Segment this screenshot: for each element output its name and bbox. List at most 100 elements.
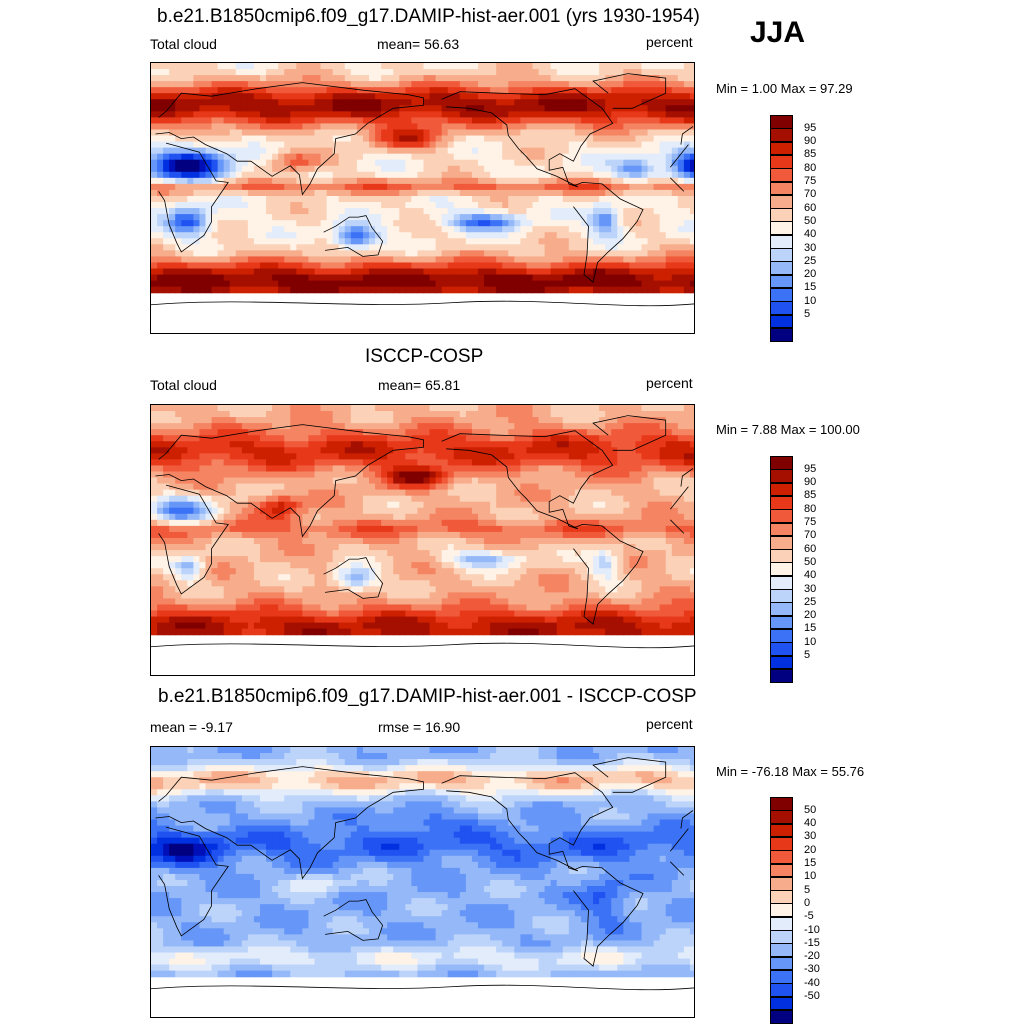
map-cell — [435, 123, 443, 131]
map-cell — [502, 63, 509, 70]
map-cell — [429, 81, 437, 88]
map-cell — [532, 453, 540, 460]
map-cell — [490, 256, 497, 264]
map-cell — [369, 93, 376, 100]
map-cell — [326, 465, 334, 473]
map-cell — [241, 417, 249, 424]
map-cell — [556, 147, 564, 155]
map-cell — [381, 129, 388, 137]
map-cell — [611, 423, 618, 430]
map-cell — [659, 411, 667, 418]
map-cell — [580, 417, 588, 424]
map-cell — [151, 129, 158, 137]
map-cell — [532, 99, 540, 106]
map-cell — [163, 501, 170, 509]
map-cell — [659, 429, 667, 436]
map-cell — [550, 232, 558, 239]
map-cell — [593, 250, 600, 258]
map-cell — [235, 250, 243, 258]
map-cell — [169, 501, 176, 509]
map-cell — [568, 99, 576, 106]
map-cell — [266, 417, 273, 424]
map-cell — [151, 429, 158, 436]
map-cell — [217, 441, 225, 448]
map-cell — [411, 411, 419, 418]
map-cell — [605, 208, 612, 215]
map-cell — [556, 405, 564, 412]
map-cell — [429, 423, 437, 430]
map-cell — [508, 274, 515, 282]
map-cell — [574, 411, 582, 418]
map-cell — [175, 123, 182, 131]
map-cell — [550, 63, 558, 70]
map-cell — [677, 75, 685, 82]
map-cell — [302, 417, 310, 424]
map-cell — [447, 495, 455, 503]
map-cell — [605, 453, 612, 460]
map-cell — [326, 69, 334, 76]
map-cell — [647, 189, 655, 197]
map-cell — [338, 232, 346, 239]
map-cell — [580, 63, 588, 70]
map-cell — [217, 447, 225, 454]
map-cell — [199, 226, 207, 233]
map-cell — [302, 123, 310, 131]
map-cell — [647, 63, 655, 70]
map-cell — [151, 69, 158, 76]
map-cell — [484, 129, 491, 137]
map-cell — [580, 69, 588, 76]
map-cell — [381, 417, 388, 424]
map-cell — [223, 111, 231, 118]
map-cell — [375, 159, 382, 167]
map-cell — [520, 453, 528, 460]
map-cell — [556, 423, 564, 430]
map-cell — [247, 411, 255, 418]
map-cell — [447, 447, 455, 454]
map-cell — [465, 429, 473, 436]
map-cell — [496, 147, 503, 155]
map-cell — [538, 93, 546, 100]
map-cell — [496, 165, 503, 173]
map-cell — [247, 477, 255, 485]
map-cell — [683, 465, 691, 473]
map-cell — [580, 238, 588, 245]
map-cell — [417, 129, 425, 137]
map-cell — [459, 159, 467, 167]
map-cell — [441, 195, 449, 203]
map-cell — [247, 135, 255, 143]
map-cell — [471, 159, 479, 167]
map-cell — [665, 153, 673, 161]
map-cell — [350, 250, 358, 258]
map-cell — [181, 63, 188, 70]
map-cell — [387, 489, 394, 497]
map-cell — [247, 286, 255, 294]
map-cell — [235, 471, 243, 479]
map-cell — [593, 214, 600, 221]
map-cell — [199, 280, 207, 288]
map-cell — [538, 202, 546, 209]
map-cell — [308, 226, 316, 233]
map-cell — [235, 75, 243, 82]
map-cell — [689, 195, 694, 203]
map-cell — [253, 141, 261, 149]
map-cell — [399, 214, 406, 221]
map-cell — [544, 489, 552, 497]
map-cell — [562, 489, 570, 497]
map-cell — [568, 417, 576, 424]
map-cell — [647, 262, 655, 270]
map-cell — [453, 87, 461, 94]
map-cell — [417, 262, 425, 270]
map-cell — [151, 214, 158, 221]
map-cell — [580, 171, 588, 179]
map-cell — [308, 483, 316, 491]
coastline — [573, 181, 644, 283]
map-cell — [302, 465, 310, 473]
map-cell — [623, 453, 630, 460]
map-cell — [617, 141, 624, 149]
map-cell — [490, 69, 497, 76]
map-cell — [635, 286, 643, 294]
panel-1-title: b.e21.B1850cmip6.f09_g17.DAMIP-hist-aer.… — [157, 6, 700, 27]
map-cell — [193, 63, 201, 70]
map-cell — [605, 202, 612, 209]
map-cell — [550, 81, 558, 88]
